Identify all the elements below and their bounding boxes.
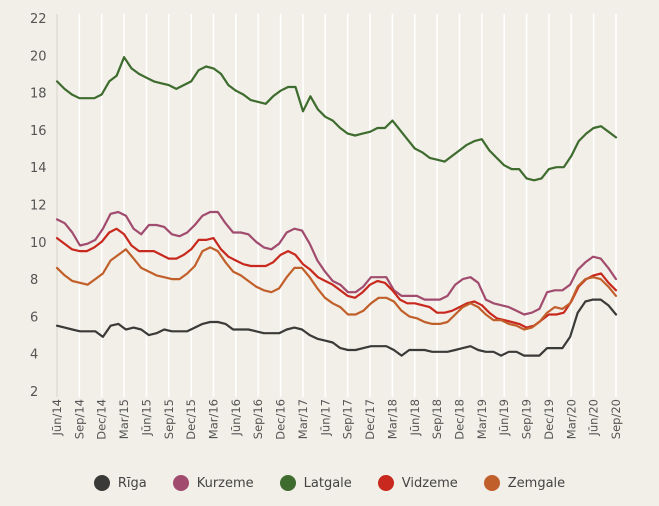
legend-item: Rīga [93,475,147,491]
legend-label: Rīga [117,475,147,491]
series-line-rīga [55,298,618,357]
x-tick-label: Dec/16 [274,399,288,440]
legend-swatch [279,475,296,491]
x-tick-label: Mar/19 [475,399,489,439]
line-chart: 2 4 6 8 10 12 14 16 18 20 22 Jūn/14 Sep/14 Dec/14 Mar… [30,12,623,440]
series-line-zemgale [55,246,618,331]
y-axis: 2 4 6 8 10 12 14 16 18 20 22 [30,12,47,400]
x-tick-label: Dec/17 [363,399,377,440]
x-tick-label: Jūn/15 [139,399,153,436]
y-tick-label: 6 [30,310,38,325]
legend-item: Vidzeme [377,475,458,491]
legend-label: Latgale [303,475,352,491]
y-tick-label: 16 [30,124,47,139]
legend-label: Zemgale [507,475,566,491]
y-tick-label: 8 [30,273,38,288]
y-tick-label: 10 [30,236,47,251]
x-tick-label: Dec/19 [542,399,556,440]
y-tick-label: 20 [30,49,47,64]
x-tick-label: Mar/16 [207,399,221,439]
y-tick-label: 22 [30,12,47,27]
x-tick-label: Jūn/16 [229,399,243,436]
x-tick-label: Mar/20 [564,399,578,439]
x-axis: Jūn/14 Sep/14 Dec/14 Mar/15 Jūn/15 Sep/15 Dec/… [50,399,623,440]
series-line-kurzeme [55,210,618,316]
y-tick-label: 2 [30,385,38,400]
x-tick-label: Sep/14 [72,399,86,439]
series-lines [55,56,618,357]
legend-label: Vidzeme [401,475,458,491]
x-tick-label: Dec/18 [452,399,466,440]
legend-label: Kurzeme [196,475,254,491]
x-tick-label: Mar/15 [117,399,131,439]
x-tick-label: Sep/15 [162,399,176,439]
legend-item: Zemgale [483,475,566,491]
x-tick-label: Jūn/20 [587,399,601,436]
x-tick-label: Jūn/14 [50,399,64,436]
x-tick-label: Sep/16 [251,399,265,439]
legend: Rīga Kurzeme Latgale Vidzeme Zemgale [0,475,659,491]
legend-swatch [483,475,500,491]
grid [56,14,617,397]
x-tick-label: Jūn/17 [318,399,332,436]
legend-item: Kurzeme [172,475,254,491]
x-tick-label: Jūn/19 [497,399,511,436]
x-tick-label: Sep/19 [520,399,534,439]
x-tick-label: Dec/15 [184,399,198,440]
x-tick-label: Mar/18 [385,399,399,439]
legend-swatch [377,475,394,491]
y-tick-label: 4 [30,348,38,363]
legend-item: Latgale [279,475,352,491]
x-tick-label: Sep/17 [341,399,355,439]
x-tick-label: Jūn/18 [408,399,422,436]
series-line-latgale [55,56,618,182]
y-tick-label: 14 [30,161,47,176]
x-tick-label: Sep/20 [609,399,623,439]
series-line-vidzeme [55,227,618,329]
y-tick-label: 12 [30,199,47,214]
legend-swatch [172,475,189,491]
x-tick-label: Sep/18 [430,399,444,439]
x-tick-label: Dec/14 [95,399,109,440]
legend-swatch [93,475,110,491]
y-tick-label: 18 [30,87,47,102]
x-tick-label: Mar/17 [296,399,310,439]
